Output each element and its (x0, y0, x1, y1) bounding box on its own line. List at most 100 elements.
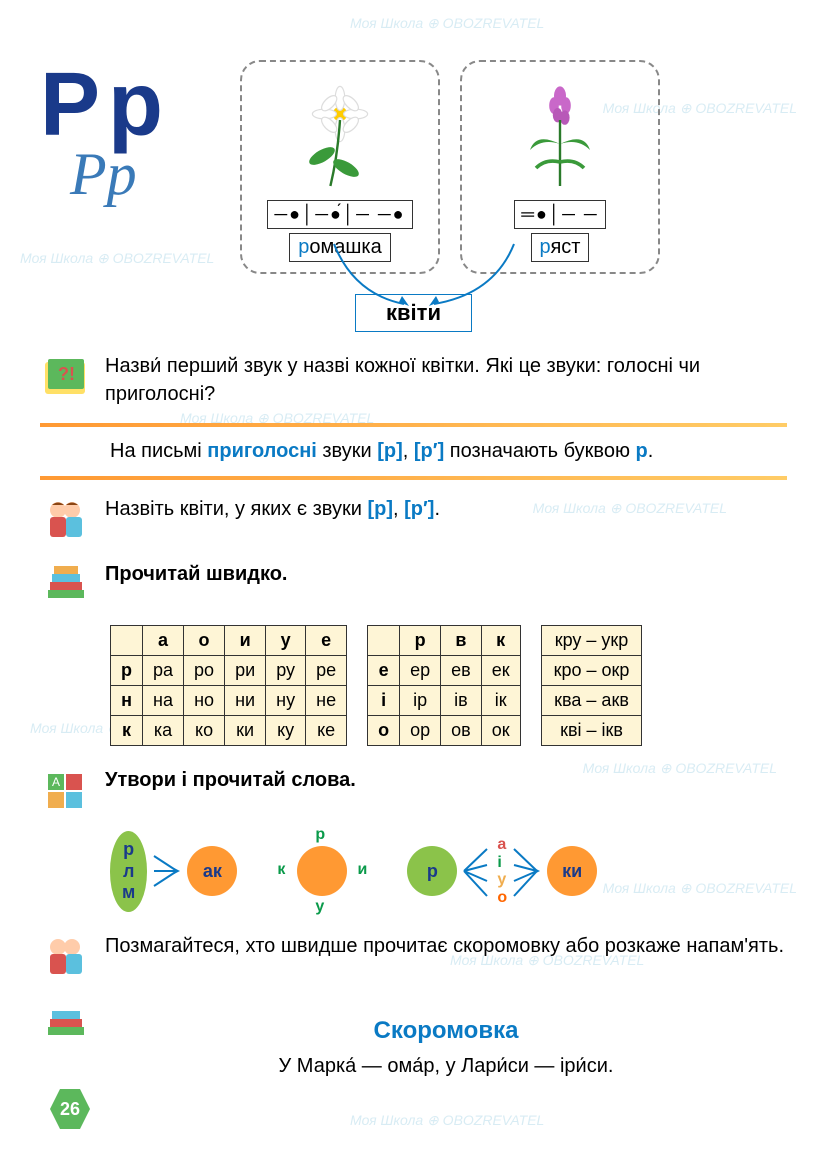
pair-table: кру – укр кро – окр ква – акв кві – ікв (541, 625, 643, 746)
task2-t2: [р] (367, 498, 393, 520)
td: ік (481, 686, 520, 716)
td: ір (400, 686, 441, 716)
watermark: Моя Школа ⊕ OBOZREVATEL (350, 15, 544, 32)
sound-scheme-1: ─●│─●́│─ ─● (267, 200, 412, 229)
td: ка (143, 716, 184, 746)
table-row: ееревек (368, 656, 521, 686)
td: ки (225, 716, 266, 746)
arrows-icon (512, 841, 542, 901)
th: к (111, 716, 143, 746)
rule-t8: р (636, 440, 648, 462)
bl: у (497, 871, 507, 889)
task-3: Прочитай швидко. (40, 560, 787, 610)
category-arrows (214, 234, 614, 314)
watermark: Моя Школа ⊕ OBOZREVATEL (350, 1112, 544, 1129)
bl: у (315, 898, 324, 916)
task2-t1: Назвіть квіти, у яких є звуки (105, 498, 367, 520)
task-1: ?! Назви́ перший звук у назві кожної кві… (40, 352, 787, 408)
td: ри (225, 656, 266, 686)
circle-center (297, 846, 347, 896)
question-book-icon: ?! (40, 352, 90, 402)
rule-divider-bottom (40, 476, 787, 480)
task-6: Скоромовка У Марка́ — ома́р, у Лари́си —… (40, 997, 787, 1078)
th: о (368, 716, 400, 746)
category-box: квіти (40, 294, 787, 332)
rule-box: На письмі приголосні звуки [р], [р′] поз… (110, 432, 787, 471)
td: ко (184, 716, 225, 746)
page-number: 26 (50, 1089, 90, 1129)
task-4-text: Утвори і прочитай слова. (105, 766, 787, 794)
table-row: кві – ікв (541, 716, 642, 746)
syllable-table-2: р в к ееревек іірівік ооровок (367, 625, 521, 746)
th: о (184, 626, 225, 656)
rule-t7: позначають буквою (444, 440, 635, 462)
bl: о (497, 889, 507, 907)
th: к (481, 626, 520, 656)
td: но (184, 686, 225, 716)
table-row: іірівік (368, 686, 521, 716)
svg-text:?!: ?! (58, 364, 75, 384)
th: у (266, 626, 306, 656)
td: ер (400, 656, 441, 686)
blocks-icon: А (40, 766, 90, 816)
rule-t3: звуки (317, 440, 377, 462)
td: ку (266, 716, 306, 746)
td: ква – акв (541, 686, 642, 716)
rule-t9: . (648, 440, 654, 462)
td: кро – окр (541, 656, 642, 686)
task-5-text: Позмагайтеся, хто швидше прочитає скором… (105, 932, 787, 960)
big-letters: Рр (40, 60, 220, 150)
th (111, 626, 143, 656)
syllable-table-1: а о и у е ррарорируре ннанонинуне ккакок… (110, 625, 347, 746)
rule-t2: приголосні (207, 440, 317, 462)
task-3-text: Прочитай швидко. (105, 560, 787, 588)
td: ке (306, 716, 347, 746)
task-2: Назвіть квіти, у яких є звуки [р], [р′]. (40, 495, 787, 545)
rule-t1: На письмі (110, 440, 207, 462)
build-group-3: р а і у о ки (407, 836, 597, 906)
task-4: А Утвори і прочитай слова. (40, 766, 787, 816)
twister-text: У Марка́ — ома́р, у Лари́си — іри́си. (105, 1055, 787, 1078)
td: ев (441, 656, 482, 686)
bl: р (315, 826, 325, 844)
daisy-icon (280, 72, 400, 192)
th: е (368, 656, 400, 686)
task-2-text: Назвіть квіти, у яких є звуки [р], [р′]. (105, 495, 787, 523)
task-1-text: Назви́ перший звук у назві кожної квітки… (105, 352, 787, 408)
bl: і (497, 854, 507, 872)
table-row: кру – укр (541, 626, 642, 656)
th: в (441, 626, 482, 656)
sound-scheme-2: ═●│─ ─ (514, 200, 605, 229)
td: ну (266, 686, 306, 716)
task2-t5: . (434, 498, 440, 520)
td: ни (225, 686, 266, 716)
task-5: Позмагайтеся, хто швидше прочитає скором… (40, 932, 787, 982)
th: р (400, 626, 441, 656)
th: и (225, 626, 266, 656)
table-row: кро – окр (541, 656, 642, 686)
circle-right: ки (547, 846, 597, 896)
td: ів (441, 686, 482, 716)
td: ре (306, 656, 347, 686)
bl: л (123, 861, 134, 883)
task2-t3: , (393, 498, 404, 520)
th: н (111, 686, 143, 716)
word-build-row: р л м ак р к и у р а і (110, 831, 787, 912)
td: ок (481, 716, 520, 746)
circle-right: ак (187, 846, 237, 896)
bl: р (123, 839, 134, 861)
td: ор (400, 716, 441, 746)
rule-t4: [р] (377, 440, 403, 462)
table-row: ккакокикуке (111, 716, 347, 746)
bl: и (357, 861, 367, 879)
circle-left: р (407, 846, 457, 896)
rule-t5: , (403, 440, 414, 462)
mid-letters: а і у о (497, 836, 507, 906)
table-row: ррарорируре (111, 656, 347, 686)
twister-title: Скоромовка (105, 1017, 787, 1045)
td: кві – ікв (541, 716, 642, 746)
arrows-icon (152, 846, 182, 896)
books-icon (40, 997, 90, 1047)
th: е (306, 626, 347, 656)
td: не (306, 686, 347, 716)
